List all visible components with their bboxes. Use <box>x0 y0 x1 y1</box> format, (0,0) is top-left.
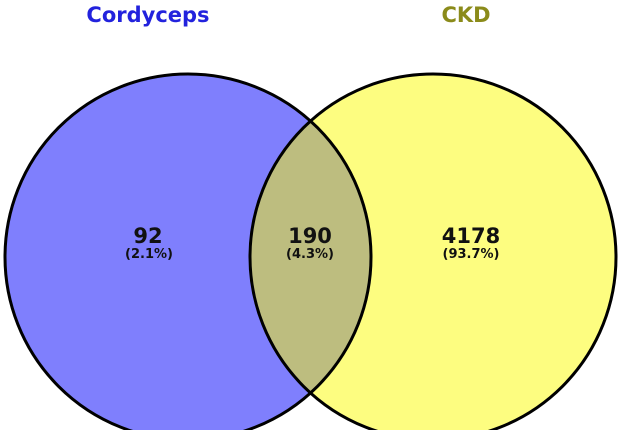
cordyceps-only-count: 92 <box>133 224 162 248</box>
overlap-percent: (4.3%) <box>286 247 334 262</box>
set-title-ckd: CKD <box>441 3 490 27</box>
ckd-only-count: 4178 <box>442 224 500 248</box>
ckd-circle-outline <box>248 72 618 430</box>
cordyceps-only-percent: (2.1%) <box>125 247 173 262</box>
set-title-cordyceps: Cordyceps <box>86 3 209 27</box>
overlap-region <box>250 74 371 430</box>
cordyceps-circle-outline <box>3 72 373 430</box>
ckd-only-percent: (93.7%) <box>443 247 500 262</box>
overlap-count: 190 <box>288 224 332 248</box>
